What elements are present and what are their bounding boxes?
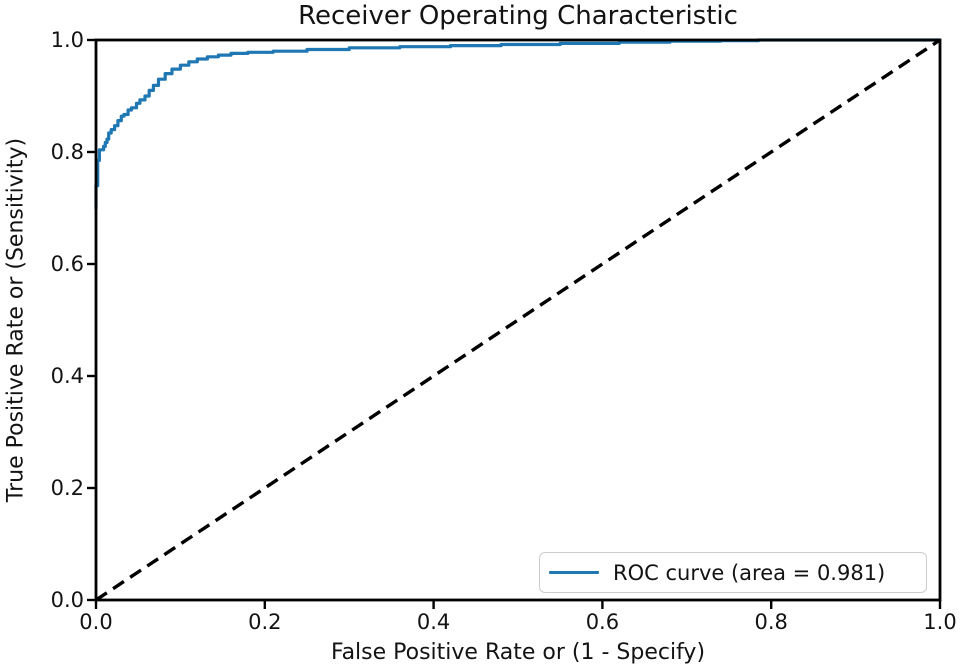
chance-diagonal-line (95, 38, 941, 602)
roc-curve-legend-line-icon (549, 571, 599, 574)
x-tick-label: 0.0 (79, 610, 113, 634)
x-tick-label: 0.4 (416, 610, 451, 634)
y-tick-label: 0.6 (50, 252, 84, 276)
roc-curve-line (94, 38, 940, 210)
y-tick-label: 0.2 (50, 476, 84, 500)
x-tick-label: 0.8 (754, 610, 788, 634)
axes-spines (94, 38, 942, 602)
x-tick-label: 1.0 (923, 610, 957, 634)
x-tick-label: 0.6 (585, 610, 620, 634)
roc-curve-legend-label: ROC curve (area = 0.981) (613, 560, 886, 585)
legend: ROC curve (area = 0.981) (539, 552, 927, 593)
y-tick-label: 0.8 (50, 140, 84, 164)
chart-title: Receiver Operating Characteristic (298, 1, 738, 31)
y-tick-label: 0.0 (50, 588, 84, 612)
x-tick-label: 0.2 (248, 610, 282, 634)
y-tick-label: 0.4 (50, 364, 84, 388)
x-axis-label: False Positive Rate or (1 - Specify) (330, 640, 706, 665)
y-tick-label: 1.0 (50, 28, 84, 52)
